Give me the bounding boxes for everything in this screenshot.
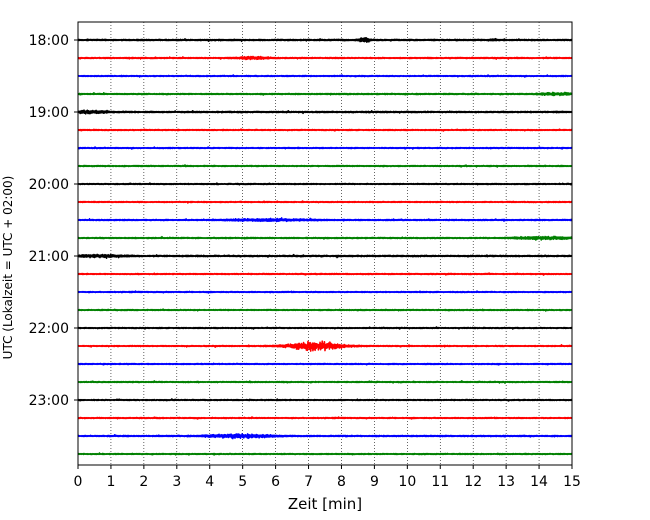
x-tick-label: 0 xyxy=(74,474,83,490)
x-tick-label: 3 xyxy=(172,474,181,490)
x-tick-label: 15 xyxy=(563,474,581,490)
trace-1845 xyxy=(77,91,573,97)
x-tick-label: 1 xyxy=(106,474,115,490)
x-tick-label: 10 xyxy=(398,474,416,490)
trace-2200 xyxy=(77,326,573,330)
trace-2215 xyxy=(77,340,573,352)
trace-1815 xyxy=(77,55,573,61)
x-tick-label: 6 xyxy=(271,474,280,490)
y-tick-label: 23:00 xyxy=(29,393,69,409)
y-tick-label: 22:00 xyxy=(29,321,69,337)
x-tick-label: 13 xyxy=(497,474,515,490)
grid-lines xyxy=(110,22,540,465)
y-tick-label: 21:00 xyxy=(29,249,69,265)
y-tick-label: 19:00 xyxy=(29,105,69,121)
trace-1830 xyxy=(77,74,573,78)
trace-2345 xyxy=(77,452,573,456)
trace-2130 xyxy=(77,290,573,294)
x-tick-label: 14 xyxy=(530,474,548,490)
x-tick-label: 9 xyxy=(370,474,379,490)
seismogram-traces xyxy=(77,37,573,456)
trace-2100 xyxy=(77,253,573,260)
trace-2030 xyxy=(77,217,573,223)
trace-2045 xyxy=(77,235,573,241)
x-tick-label: 2 xyxy=(139,474,148,490)
trace-2115 xyxy=(77,272,573,276)
trace-2315 xyxy=(77,416,573,420)
trace-2245 xyxy=(77,380,573,384)
trace-1915 xyxy=(77,128,573,132)
x-tick-label: 7 xyxy=(304,474,313,490)
y-axis-label: UTC (Lokalzeit = UTC + 02:00) xyxy=(1,176,15,360)
trace-1800 xyxy=(77,37,573,43)
trace-1945 xyxy=(77,164,573,168)
x-tick-label: 5 xyxy=(238,474,247,490)
x-tick-label: 8 xyxy=(337,474,346,490)
trace-2230 xyxy=(77,362,573,366)
trace-2000 xyxy=(77,182,573,186)
x-tick-label: 12 xyxy=(464,474,482,490)
trace-1930 xyxy=(77,146,573,150)
trace-2330 xyxy=(77,433,573,440)
x-axis-ticks: 0 1 2 3 4 5 6 7 8 9 10 11 12 13 14 15 xyxy=(74,465,581,490)
y-tick-label: 20:00 xyxy=(29,177,69,193)
x-axis-label: Zeit [min] xyxy=(288,495,362,513)
trace-1900 xyxy=(77,109,573,115)
y-tick-label: 18:00 xyxy=(29,33,69,49)
trace-2300 xyxy=(77,398,573,402)
trace-2015 xyxy=(77,200,573,204)
plot-frame xyxy=(77,21,573,466)
x-tick-label: 4 xyxy=(205,474,214,490)
trace-2145 xyxy=(77,308,573,312)
y-axis-ticks: 18:00 19:00 20:00 21:00 22:00 23:00 xyxy=(29,33,78,409)
x-tick-label: 11 xyxy=(431,474,449,490)
